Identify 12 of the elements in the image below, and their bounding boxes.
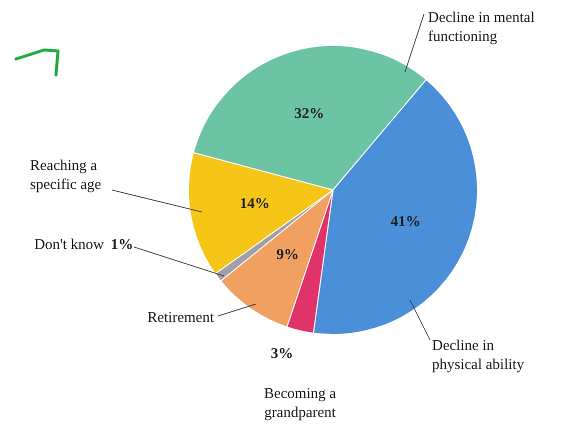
slice-label: Decline in mental functioning [428, 10, 535, 45]
slice-label: Decline in physical ability [432, 338, 525, 373]
data-label: 41% [390, 214, 421, 230]
data-label: 14% [240, 196, 270, 212]
slice-label: Don't know [34, 236, 104, 253]
slice-label: Becoming a grandparent [264, 386, 337, 421]
slice-label: Retirement [147, 310, 215, 326]
data-label: 9% [276, 247, 299, 264]
slice-label: Reaching a specific age [30, 158, 102, 193]
data-label: 1% [110, 236, 134, 253]
data-label: 32% [294, 106, 324, 122]
data-label: 3% [270, 346, 294, 362]
